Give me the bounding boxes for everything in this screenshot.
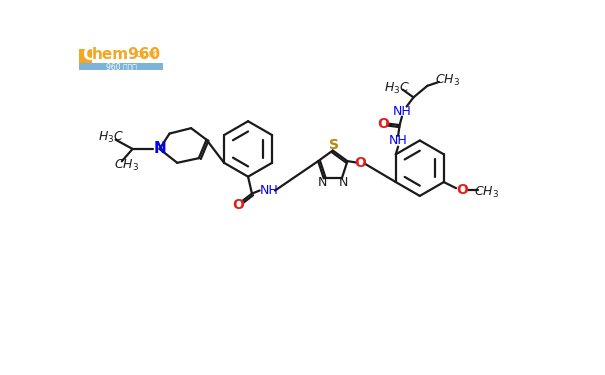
- Text: O: O: [377, 117, 388, 130]
- Text: .com: .com: [132, 49, 160, 59]
- Text: hem960: hem960: [92, 47, 161, 62]
- Text: $CH_3$: $CH_3$: [474, 185, 499, 200]
- FancyBboxPatch shape: [79, 49, 92, 63]
- Text: NH: NH: [260, 184, 278, 197]
- Text: NH: NH: [389, 134, 407, 147]
- Text: N: N: [339, 177, 348, 189]
- Text: O: O: [232, 198, 244, 212]
- Text: 960 化工网: 960 化工网: [106, 62, 137, 71]
- Text: $H_3C$: $H_3C$: [98, 130, 124, 145]
- Text: $CH_3$: $CH_3$: [435, 73, 460, 88]
- Text: $H_3C$: $H_3C$: [384, 81, 410, 96]
- Text: C: C: [82, 46, 94, 64]
- Text: NH: NH: [393, 105, 411, 118]
- Text: N: N: [153, 141, 166, 156]
- Text: S: S: [329, 138, 339, 152]
- Text: N: N: [318, 177, 327, 189]
- FancyBboxPatch shape: [79, 63, 163, 70]
- Text: O: O: [355, 156, 367, 171]
- Text: O: O: [456, 183, 468, 197]
- Text: $CH_3$: $CH_3$: [114, 158, 139, 174]
